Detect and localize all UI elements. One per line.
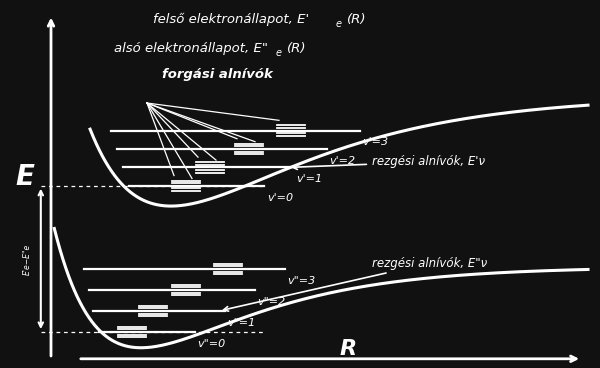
Text: e: e (276, 48, 282, 58)
Text: v'=0: v'=0 (267, 193, 293, 203)
Text: (R): (R) (287, 42, 307, 54)
Text: v'=3: v'=3 (362, 137, 388, 147)
Text: v"=3: v"=3 (287, 276, 315, 286)
Text: E: E (16, 163, 35, 191)
Text: E'e−E"e: E'e−E"e (23, 243, 32, 275)
Text: e: e (336, 19, 342, 29)
Text: v"=1: v"=1 (227, 318, 255, 328)
Text: felső elektronállapot, E': felső elektronállapot, E' (153, 13, 309, 26)
Text: forgási alnívók: forgási alnívók (162, 68, 273, 81)
Text: v"=2: v"=2 (257, 297, 285, 307)
Text: alsó elektronállapot, E": alsó elektronállapot, E" (114, 42, 268, 55)
Text: v'=1: v'=1 (296, 174, 322, 184)
Text: v"=0: v"=0 (197, 339, 225, 349)
Text: v'=2: v'=2 (329, 156, 355, 166)
Text: R: R (340, 339, 356, 359)
Text: (R): (R) (347, 13, 367, 25)
Text: rezgési alnívók, E"ν: rezgési alnívók, E"ν (224, 256, 487, 311)
Text: rezgési alnívók, E'ν: rezgési alnívók, E'ν (293, 155, 485, 169)
